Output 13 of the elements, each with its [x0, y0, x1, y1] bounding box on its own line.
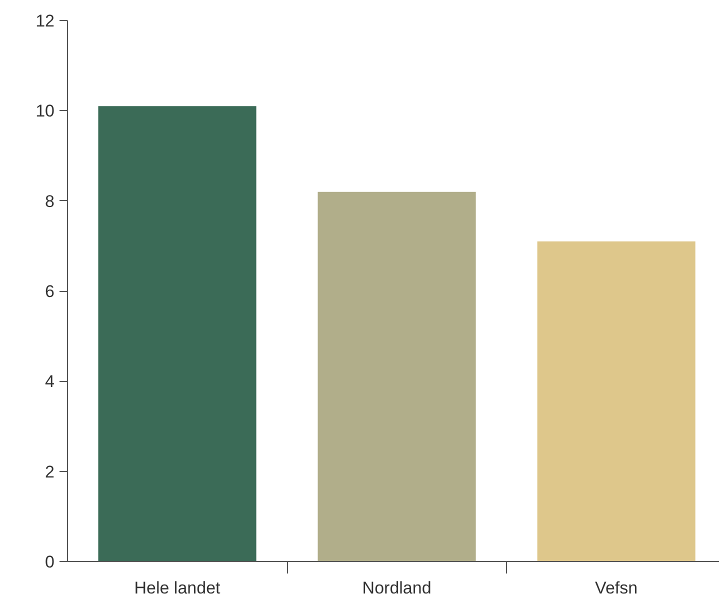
- y-tick-label: 4: [45, 372, 55, 392]
- y-tick-label: 8: [45, 192, 55, 211]
- bar: [318, 192, 476, 562]
- y-tick-label: 6: [45, 282, 55, 301]
- x-tick-label: Vefsn: [595, 578, 638, 598]
- y-tick-label: 2: [45, 462, 55, 482]
- y-tick-label: 12: [36, 12, 55, 30]
- y-tick-label: 0: [45, 552, 55, 572]
- x-tick-label: Nordland: [362, 578, 432, 598]
- bar: [537, 241, 696, 562]
- y-tick-label: 10: [36, 102, 55, 121]
- bar: [98, 106, 256, 562]
- x-tick-label: Hele landet: [134, 578, 221, 598]
